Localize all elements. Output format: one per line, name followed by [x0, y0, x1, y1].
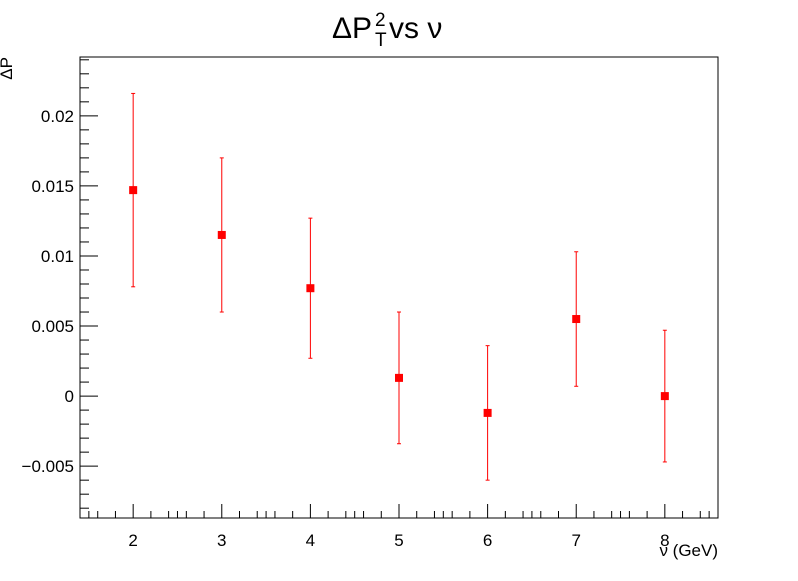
- x-tick-label: 2: [128, 531, 137, 550]
- y-tick-label: 0.005: [31, 317, 74, 336]
- x-axis-label: ν (GeV): [659, 541, 718, 560]
- data-point: [395, 373, 403, 382]
- y-tick-label: 0: [65, 387, 74, 406]
- y-tick-label: 0.015: [31, 177, 74, 196]
- x-tick-label: 7: [571, 531, 580, 550]
- data-point: [217, 230, 226, 239]
- chart-title-subscript: T: [375, 30, 387, 51]
- x-tick-label: 3: [217, 531, 226, 550]
- y-tick-label: 0.01: [41, 247, 74, 266]
- data-series: [129, 92, 669, 481]
- x-tick-label: 6: [483, 531, 492, 550]
- data-point: [572, 315, 581, 324]
- chart-title-suffix: vs ν: [389, 12, 442, 45]
- data-point: [483, 408, 492, 417]
- y-tick-label: 0.02: [41, 107, 74, 126]
- tick-labels: 2 3 4 5 6 7 8 −0.005 0 0.005 0.01 0.015 0.02: [22, 107, 670, 550]
- x-axis-label-group: ν (GeV): [659, 541, 718, 560]
- x-tick-label: 4: [306, 531, 315, 550]
- axis-ticks: [79, 59, 719, 518]
- x-tick-label: 5: [394, 531, 403, 550]
- chart-title-group: ΔP 2T vs ν: [332, 10, 442, 51]
- plot-border: [79, 56, 719, 519]
- y-axis-label-group: ΔP: [0, 57, 16, 80]
- data-point: [660, 392, 669, 401]
- y-axis-label: ΔP: [0, 57, 16, 80]
- plot-frame: [79, 56, 719, 519]
- x-tick-label: 8: [660, 531, 669, 550]
- data-point: [306, 284, 315, 293]
- chart-title-superscript: 2: [375, 10, 386, 31]
- data-point: [129, 186, 138, 195]
- chart-title-prefix: ΔP: [332, 12, 372, 45]
- y-tick-label: −0.005: [22, 457, 74, 476]
